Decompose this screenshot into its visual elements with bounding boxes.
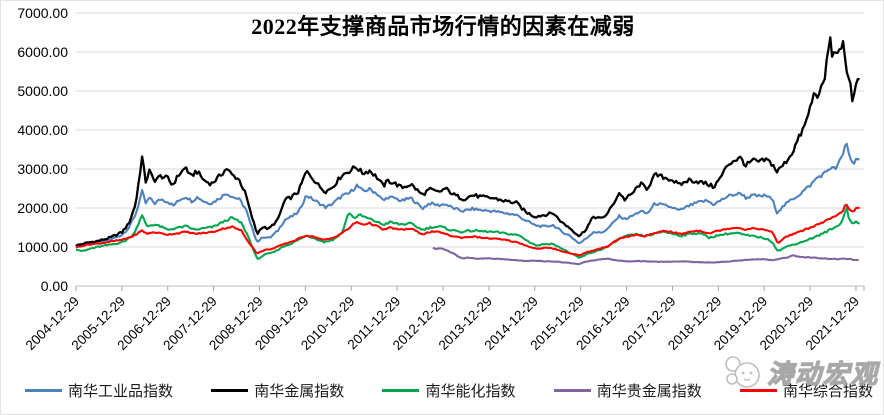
legend-line-swatch [211, 388, 249, 392]
chart-title: 2022年支撑商品市场行情的因素在减弱 [251, 14, 635, 39]
legend-label: 南华能化指数 [425, 382, 516, 400]
legend-line-swatch [553, 388, 591, 392]
series-line-南华综合指数 [75, 203, 860, 257]
y-tick-label: 4000.00 [17, 122, 68, 138]
chart-legend: 南华工业品指数 南华金属指数 南华能化指数 南华贵金属指数 南华综合指数 [25, 375, 873, 405]
series-line-南华工业品指数 [75, 142, 860, 248]
y-tick-label: 5000.00 [17, 83, 68, 99]
y-tick-label: 0.00 [41, 278, 68, 294]
legend-item: 南华贵金属指数 [553, 380, 702, 401]
y-tick-label: 1000.00 [17, 239, 68, 255]
legend-label: 南华金属指数 [254, 382, 345, 400]
y-tick-label: 2000.00 [17, 200, 68, 216]
legend-label: 南华工业品指数 [68, 382, 174, 400]
legend-line-swatch [739, 388, 777, 392]
legend-label: 南华贵金属指数 [596, 382, 702, 400]
series-line-南华能化指数 [75, 206, 860, 260]
series-line-南华金属指数 [75, 36, 860, 247]
y-tick-label: 7000.00 [17, 5, 68, 21]
y-tick-label: 3000.00 [17, 161, 68, 177]
legend-line-swatch [25, 388, 62, 392]
y-tick-label: 6000.00 [17, 44, 68, 60]
legend-item: 南华综合指数 [739, 380, 873, 401]
series-line-南华贵金属指数 [432, 246, 859, 266]
legend-label: 南华综合指数 [782, 382, 873, 400]
legend-line-swatch [382, 388, 420, 392]
legend-item: 南华能化指数 [382, 380, 515, 401]
legend-item: 南华工业品指数 [25, 380, 173, 401]
legend-item: 南华金属指数 [211, 380, 344, 401]
